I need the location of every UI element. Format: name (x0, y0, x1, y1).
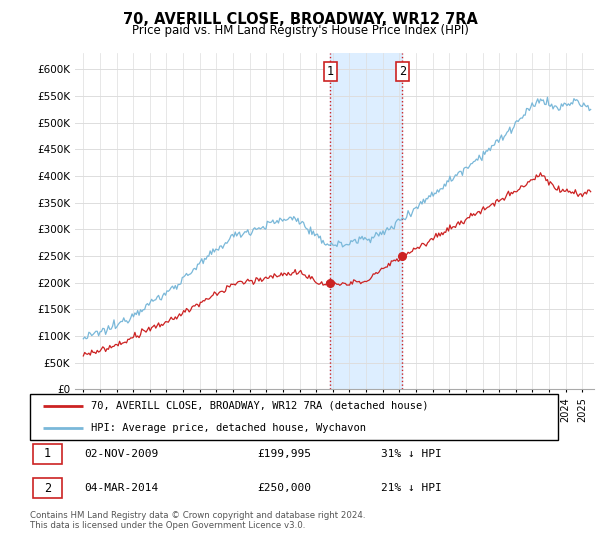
Text: 04-MAR-2014: 04-MAR-2014 (84, 483, 158, 493)
Text: 2: 2 (44, 482, 51, 495)
Text: 1: 1 (326, 66, 334, 78)
Text: HPI: Average price, detached house, Wychavon: HPI: Average price, detached house, Wych… (91, 423, 366, 433)
Text: 02-NOV-2009: 02-NOV-2009 (84, 449, 158, 459)
Text: 1: 1 (44, 447, 51, 460)
Text: £199,995: £199,995 (257, 449, 311, 459)
Text: 2: 2 (398, 66, 406, 78)
Text: 70, AVERILL CLOSE, BROADWAY, WR12 7RA: 70, AVERILL CLOSE, BROADWAY, WR12 7RA (122, 12, 478, 27)
Bar (33, 478, 62, 498)
Text: 21% ↓ HPI: 21% ↓ HPI (381, 483, 442, 493)
Text: Price paid vs. HM Land Registry's House Price Index (HPI): Price paid vs. HM Land Registry's House … (131, 24, 469, 37)
Bar (33, 444, 62, 464)
Text: 31% ↓ HPI: 31% ↓ HPI (381, 449, 442, 459)
Bar (330, 53, 402, 389)
Text: 70, AVERILL CLOSE, BROADWAY, WR12 7RA (detached house): 70, AVERILL CLOSE, BROADWAY, WR12 7RA (d… (91, 400, 428, 410)
Text: Contains HM Land Registry data © Crown copyright and database right 2024.
This d: Contains HM Land Registry data © Crown c… (30, 511, 365, 530)
Text: £250,000: £250,000 (257, 483, 311, 493)
